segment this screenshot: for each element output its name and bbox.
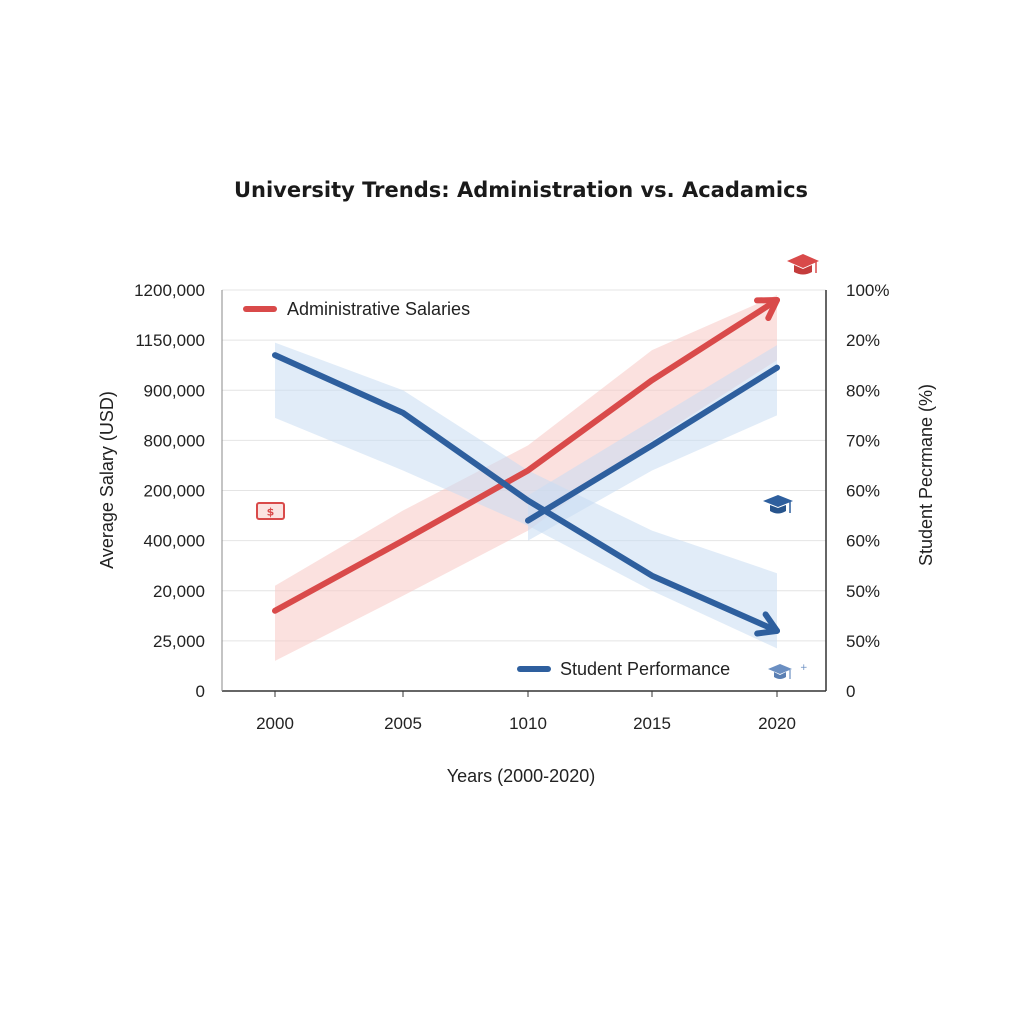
x-tick-label: 1010 xyxy=(509,714,547,733)
legend-item-student-performance: Student Performance xyxy=(517,659,730,679)
right-tick-label: 70% xyxy=(846,431,880,450)
right-tick-label: 50% xyxy=(846,632,880,651)
graduation-cap-icon xyxy=(787,254,819,275)
left-y-axis-label: Average Salary (USD) xyxy=(97,391,117,569)
left-tick-label: 200,000 xyxy=(144,482,205,501)
legend-item-admin-salaries: Administrative Salaries xyxy=(243,299,470,319)
right-tick-label: 100% xyxy=(846,281,889,300)
x-tick-label: 2015 xyxy=(633,714,671,733)
series-arrowhead xyxy=(754,611,780,637)
x-tick-label: 2000 xyxy=(256,714,294,733)
left-tick-label: 0 xyxy=(196,682,205,701)
chart-title: University Trends: Administration vs. Ac… xyxy=(234,178,808,202)
series-line xyxy=(525,364,780,524)
right-tick-label: 0 xyxy=(846,682,855,701)
left-tick-label: 25,000 xyxy=(153,632,205,651)
x-axis-label: Years (2000-2020) xyxy=(447,766,595,786)
x-tick-label: 2005 xyxy=(384,714,422,733)
right-tick-label: 80% xyxy=(846,381,880,400)
graduation-cap-icon xyxy=(763,495,793,514)
right-tick-label: 50% xyxy=(846,582,880,601)
right-y-axis-label: Student Pecrmane (%) xyxy=(916,384,936,566)
graduation-cap-icon: + xyxy=(768,663,808,679)
left-tick-label: 1150,000 xyxy=(135,331,205,350)
left-tick-label: 400,000 xyxy=(144,532,205,551)
left-tick-label: 1200,000 xyxy=(134,281,205,300)
series-arrowhead xyxy=(754,297,780,322)
series-line xyxy=(272,297,780,614)
x-tick-label: 2020 xyxy=(758,714,796,733)
legend-label-admin: Administrative Salaries xyxy=(287,299,470,319)
left-tick-label: 20,000 xyxy=(153,582,205,601)
left-tick-label: 800,000 xyxy=(144,431,205,450)
left-y-ticks: 0 25,000 20,000 400,000 200,000 800,000 900,00… xyxy=(134,281,205,701)
right-tick-label: 20% xyxy=(846,331,880,350)
svg-text:+: + xyxy=(800,663,808,673)
x-ticks: 2000 2005 1010 2015 2020 xyxy=(256,691,796,733)
legend-label-student: Student Performance xyxy=(560,659,730,679)
right-tick-label: 60% xyxy=(846,532,880,551)
dollar-bill-icon: $ xyxy=(256,502,285,520)
series-lines xyxy=(272,297,780,637)
svg-text:$: $ xyxy=(267,506,275,519)
right-tick-label: 60% xyxy=(846,482,880,501)
right-y-ticks: 0 50% 50% 60% 60% 70% 80% 20% 100% xyxy=(846,281,889,701)
series-line xyxy=(272,352,780,634)
left-tick-label: 900,000 xyxy=(144,381,205,400)
